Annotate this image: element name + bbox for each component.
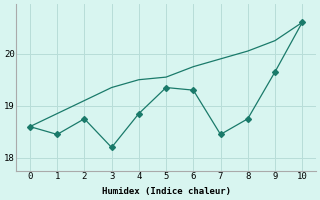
X-axis label: Humidex (Indice chaleur): Humidex (Indice chaleur) — [101, 187, 231, 196]
